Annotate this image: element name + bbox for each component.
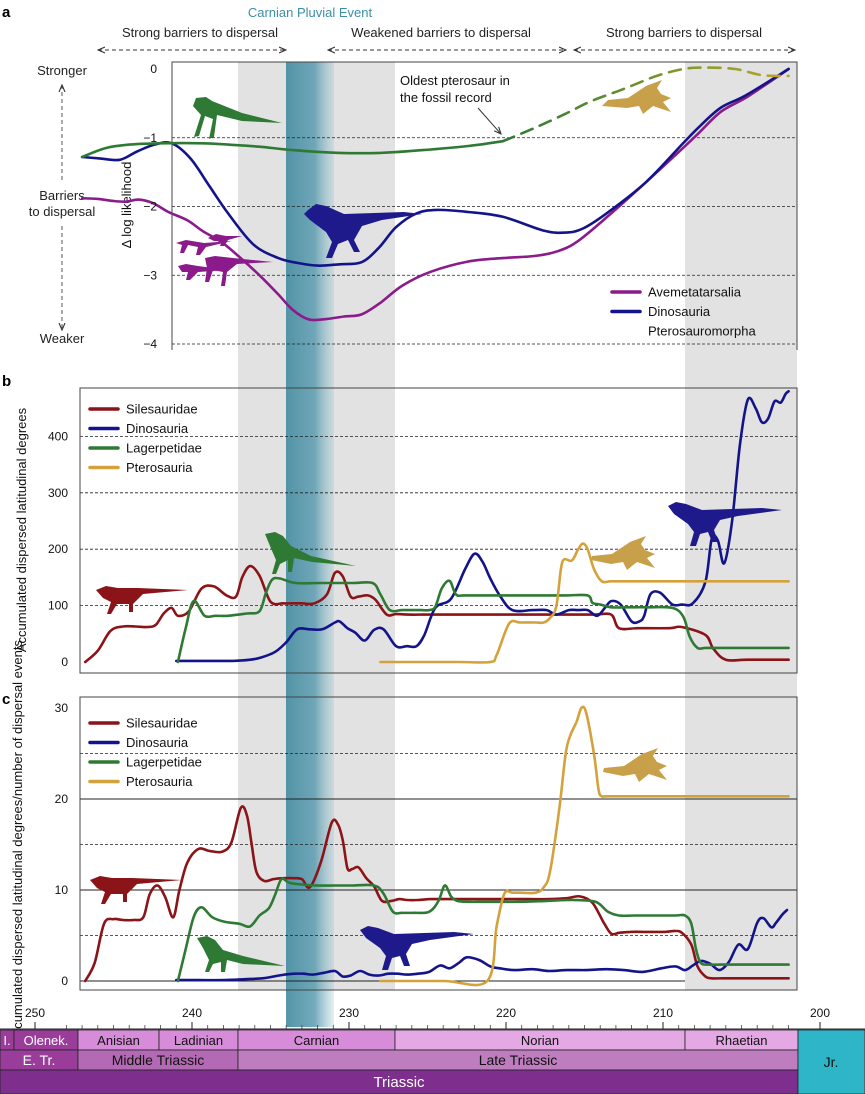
oldest-pterosaur-annotation-line2: the fossil record [400, 90, 492, 105]
panel-a-legend-label-avemetatarsalia: Avemetatarsalia [648, 285, 742, 300]
panel-b-legend-label-dinosauria: Dinosauria [126, 421, 189, 436]
age-tick-label: 220 [496, 1006, 516, 1020]
pterosaur-silhouette-gold-a [602, 80, 671, 114]
avemetatarsalia-silhouettes-a [176, 234, 273, 286]
oldest-pterosaur-arrow [477, 107, 501, 134]
panel-a-tick-label: −2 [143, 200, 157, 214]
header-middle-label: Weakened barriers to dispersal [351, 25, 531, 40]
panel-b-legend-label-pterosauria: Pterosauria [126, 460, 193, 475]
panel-c-ylabel-line1: Accumulated dispersed latitudinal degree… [10, 640, 25, 1044]
panel-b-tick-label: 200 [48, 542, 68, 556]
age-tick-label: 200 [810, 1006, 830, 1020]
stronger-label: Stronger [37, 63, 88, 78]
panel-b-legend-label-silesauridae: Silesauridae [126, 402, 198, 417]
panel-c-tick-label: 20 [55, 792, 69, 806]
panel-b-series-dinosauria [175, 390, 790, 663]
period-label-triassic: Triassic [373, 1074, 425, 1091]
geologic-timescale: 250 240 230 220 210 200 I. Olenek. Anisian Ladini… [0, 1006, 865, 1094]
epoch-label-latetriassic: Late Triassic [479, 1052, 558, 1068]
panel-b-tick-label: 0 [61, 655, 68, 669]
weaker-label: Weaker [40, 331, 85, 346]
panel-a-letter: a [2, 4, 11, 21]
panel-a-tick-label: −1 [143, 131, 157, 145]
pterosaur-silhouette-c [603, 748, 667, 782]
panel-b-letter: b [2, 373, 11, 390]
panel-a-tick-label: −3 [143, 268, 157, 282]
stage-label-rhaetian: Rhaetian [715, 1033, 767, 1048]
header-left-label: Strong barriers to dispersal [122, 25, 278, 40]
tick-labels: 0 −1 −2 −3 −4 0 100 200 300 400 0 10 20 30 [48, 62, 157, 988]
panel-a-series-pterosauromorpha [80, 139, 505, 159]
panel-c-frame [79, 696, 798, 991]
barriers-label-line2: to dispersal [29, 204, 96, 219]
panel-a-series-pterosauromorpha-dashed-extension [501, 66, 790, 143]
panel-c-legend-label-silesauridae: Silesauridae [126, 716, 198, 731]
panel-c-series-pterosauria [379, 705, 790, 987]
stage-label-anisian: Anisian [97, 1033, 140, 1048]
panel-a-tick-label: −4 [143, 337, 157, 351]
dinosauria-silhouette-b [668, 502, 782, 546]
panel-b-tick-label: 400 [48, 429, 68, 443]
panel-c-series-dinosauria [175, 908, 789, 982]
stage-label-carnian: Carnian [294, 1033, 340, 1048]
stage-label-ladinian: Ladinian [174, 1033, 223, 1048]
panel-c-legend-label-pterosauria: Pterosauria [126, 774, 193, 789]
cpe-label: Carnian Pluvial Event [248, 5, 373, 20]
silesauridae-silhouette-c [90, 876, 182, 904]
panel-b-frame [79, 387, 798, 674]
panel-b-legend-label-lagerpetidae: Lagerpetidae [126, 441, 202, 456]
header-right-label: Strong barriers to dispersal [606, 25, 762, 40]
panel-b-tick-label: 300 [48, 486, 68, 500]
jurassic-label: Jr. [824, 1054, 839, 1070]
legends: Avemetatarsalia Dinosauria Pterosauromorph… [88, 285, 756, 789]
lagerpetidae-silhouette-c [197, 936, 285, 972]
panel-c-tick-label: 10 [55, 883, 69, 897]
silesauridae-silhouette-b [96, 586, 188, 614]
jurassic-box [797, 1029, 865, 1094]
epoch-label-middletriassic: Middle Triassic [112, 1052, 205, 1068]
panel-c-series-lagerpetidae [176, 877, 790, 983]
lagerpetidae-silhouette-b [265, 532, 356, 574]
dinosaur-silhouette-blue-a [304, 204, 422, 258]
stage-label-i: I. [3, 1033, 10, 1048]
panel-b-tick-label: 100 [48, 599, 68, 613]
panel-a-series-avemetatarsalia [80, 67, 790, 322]
oldest-pterosaur-annotation-line1: Oldest pterosaur in [400, 73, 510, 88]
epoch-label-etr: E. Tr. [23, 1052, 56, 1068]
panel-c-tick-label: 30 [55, 701, 69, 715]
panel-a-frame [171, 61, 798, 350]
panel-b-series-lagerpetidae [176, 576, 790, 664]
dinosauria-silhouette-c [360, 926, 474, 970]
age-tick-label: 250 [25, 1006, 45, 1020]
age-tick-label: 240 [182, 1006, 202, 1020]
stage-label-olenek: Olenek. [24, 1033, 69, 1048]
panel-frames [79, 61, 798, 991]
panel-a-tick-label: 0 [150, 62, 157, 76]
panel-a-legend-label-dinosauria: Dinosauria [648, 304, 711, 319]
pterosaur-silhouette-b [591, 536, 655, 570]
panel-b-series-silesauridae [83, 564, 790, 664]
panel-a-legend-label-pterosauromorpha: Pterosauromorpha [648, 324, 756, 339]
dinosaur-silhouette-green-a [193, 97, 282, 139]
panel-a-ylabel: Δ log likelihood [119, 162, 134, 249]
age-tick-label: 230 [339, 1006, 359, 1020]
panel-b-series-pterosauria [379, 542, 790, 664]
stage-label-norian: Norian [521, 1033, 559, 1048]
age-tick-label: 210 [653, 1006, 673, 1020]
panel-c-series-silesauridae [83, 805, 790, 983]
data-series [80, 66, 790, 987]
panel-c-letter: c [2, 691, 10, 708]
panel-c-legend-label-dinosauria: Dinosauria [126, 735, 189, 750]
panel-b-ylabel: Accumulated dispersed latitudinal degree… [14, 407, 29, 652]
panel-c-tick-label: 0 [61, 974, 68, 988]
panel-c-legend-label-lagerpetidae: Lagerpetidae [126, 755, 202, 770]
barriers-label-line1: Barriers [39, 188, 85, 203]
